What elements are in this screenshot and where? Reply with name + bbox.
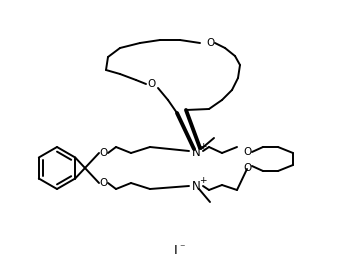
Text: O: O bbox=[243, 147, 251, 157]
Text: +: + bbox=[199, 176, 207, 185]
Text: ⁻: ⁻ bbox=[179, 243, 185, 253]
Text: I: I bbox=[174, 244, 178, 256]
Text: +: + bbox=[199, 141, 207, 151]
Text: O: O bbox=[206, 38, 214, 48]
Text: O: O bbox=[99, 148, 107, 158]
Text: O: O bbox=[243, 163, 251, 173]
Text: O: O bbox=[99, 178, 107, 188]
Text: N: N bbox=[192, 146, 201, 158]
Text: O: O bbox=[147, 79, 155, 89]
Text: N: N bbox=[192, 179, 201, 193]
